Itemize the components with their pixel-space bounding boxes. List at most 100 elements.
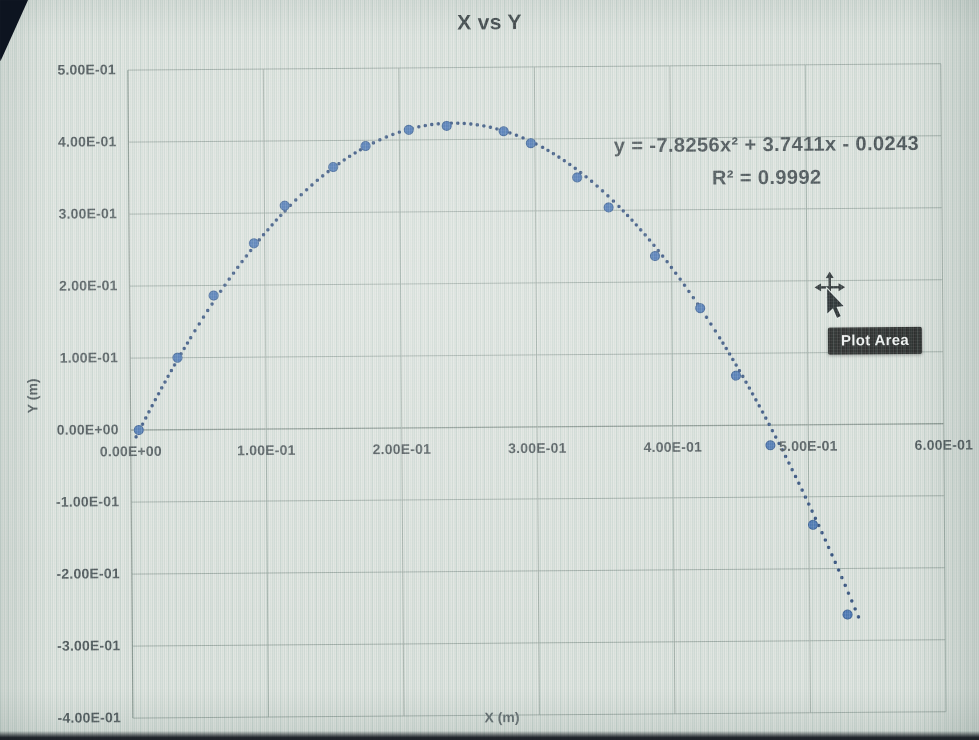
trendline-dot: [326, 169, 330, 174]
data-point[interactable]: [730, 370, 742, 381]
trendline-equation-line1: y = -7.8256x² + 3.7411x - 0.0243: [613, 132, 920, 158]
trendline-dot: [625, 213, 630, 218]
data-point[interactable]: [842, 609, 853, 620]
trendline-dot: [261, 233, 266, 237]
data-point[interactable]: [360, 140, 371, 152]
trendline-equation-label[interactable]: y = -7.8256x² + 3.7411x - 0.0243 R² = 0.…: [566, 128, 967, 197]
y-tick-label: -4.00E-01: [57, 709, 121, 726]
y-tick-label: 2.00E-01: [59, 277, 118, 294]
trendline-dot: [223, 283, 227, 287]
data-point[interactable]: [765, 440, 776, 451]
trendline-dot: [780, 448, 785, 452]
data-point[interactable]: [649, 251, 661, 262]
trendline-dot: [724, 346, 728, 351]
trendline-dot: [793, 474, 798, 479]
trendline-dot: [850, 599, 854, 603]
y-axis-line: [127, 70, 134, 719]
trendline-dot: [475, 123, 479, 127]
trendline-dot: [378, 138, 382, 142]
y-tick-label: -3.00E-01: [57, 637, 121, 654]
trendline-dot: [210, 302, 214, 306]
x-tick-label: 4.00E-01: [643, 438, 703, 456]
data-point[interactable]: [695, 303, 706, 314]
trendline-dot: [347, 154, 352, 159]
trendline-dot: [687, 289, 691, 294]
trendline-dot: [185, 341, 190, 345]
trendline-r-squared: R² = 0.9992: [711, 166, 822, 190]
trendline-dot: [384, 135, 389, 139]
trendline-dot: [856, 615, 861, 619]
trendline-dot: [731, 357, 735, 362]
trendline-dot: [150, 404, 154, 408]
data-point[interactable]: [403, 124, 414, 135]
trendline-dot: [358, 148, 363, 152]
trendline-dot: [353, 151, 357, 155]
trendline-dot: [371, 141, 376, 145]
trendline-dot: [462, 121, 466, 126]
trendline-dot: [193, 329, 197, 333]
x-tick-label: 3.00E-01: [508, 439, 567, 457]
y-axis-title[interactable]: Y (m): [24, 378, 41, 414]
trendline-dot: [783, 454, 788, 459]
data-point[interactable]: [807, 519, 819, 530]
trendline-dot: [691, 295, 696, 300]
mouse-cursor: [814, 271, 846, 320]
trendline-dot: [144, 416, 148, 420]
trendline-dot: [397, 130, 402, 134]
data-point[interactable]: [603, 202, 614, 213]
trendline-dot: [727, 352, 732, 356]
trendline-dot: [757, 404, 761, 408]
trendline-dot: [833, 560, 837, 565]
trendline-dot: [770, 428, 775, 433]
data-point[interactable]: [172, 352, 183, 363]
trendline-dot: [182, 346, 186, 351]
data-point[interactable]: [248, 238, 259, 249]
trendline-dot: [836, 568, 841, 572]
data-point[interactable]: [279, 200, 290, 211]
y-tick-label: 5.00E-01: [57, 61, 116, 78]
trendline-dot: [630, 218, 634, 222]
trendline-dot: [682, 283, 687, 287]
chart-title[interactable]: X vs Y: [457, 11, 522, 35]
pointer-cursor-icon: [826, 286, 846, 320]
trendline-dot: [236, 265, 240, 270]
trendline-dot: [606, 194, 610, 198]
data-point[interactable]: [498, 126, 509, 137]
trendline-dot: [754, 398, 758, 402]
trendline-dot: [634, 223, 639, 227]
trendline-dot: [153, 397, 158, 402]
x-axis-title[interactable]: X (m): [484, 709, 520, 726]
x-tick-label: 5.00E-01: [779, 437, 838, 454]
trendline-dot: [244, 254, 249, 258]
trendline-dot: [750, 392, 755, 396]
trendline-dot: [853, 607, 857, 611]
trendline-dot: [134, 435, 138, 439]
trendline-dot: [777, 441, 781, 446]
trendline-dot: [717, 336, 722, 340]
y-tick-label: 4.00E-01: [57, 133, 117, 150]
trendline-dot: [166, 374, 170, 378]
trendline-dot: [540, 145, 545, 150]
trendline-dot: [482, 124, 486, 128]
trendline-dot: [337, 161, 341, 166]
data-point[interactable]: [133, 424, 144, 436]
trendline-dot: [274, 218, 279, 222]
trendline-dot: [248, 248, 253, 253]
data-point[interactable]: [441, 120, 452, 131]
gridline-vertical: [262, 69, 269, 718]
data-point[interactable]: [208, 290, 219, 301]
trendline-dot: [546, 148, 550, 153]
trendline-dot: [514, 133, 519, 137]
data-point[interactable]: [328, 162, 339, 173]
trendline-dot: [315, 178, 320, 183]
trendline-dot: [823, 538, 828, 542]
data-point[interactable]: [525, 138, 536, 149]
gridline-vertical: [940, 63, 947, 712]
trendline-dot: [747, 386, 752, 390]
data-point[interactable]: [572, 172, 583, 183]
gridline-vertical: [398, 67, 405, 716]
trendline-dot: [304, 188, 309, 192]
